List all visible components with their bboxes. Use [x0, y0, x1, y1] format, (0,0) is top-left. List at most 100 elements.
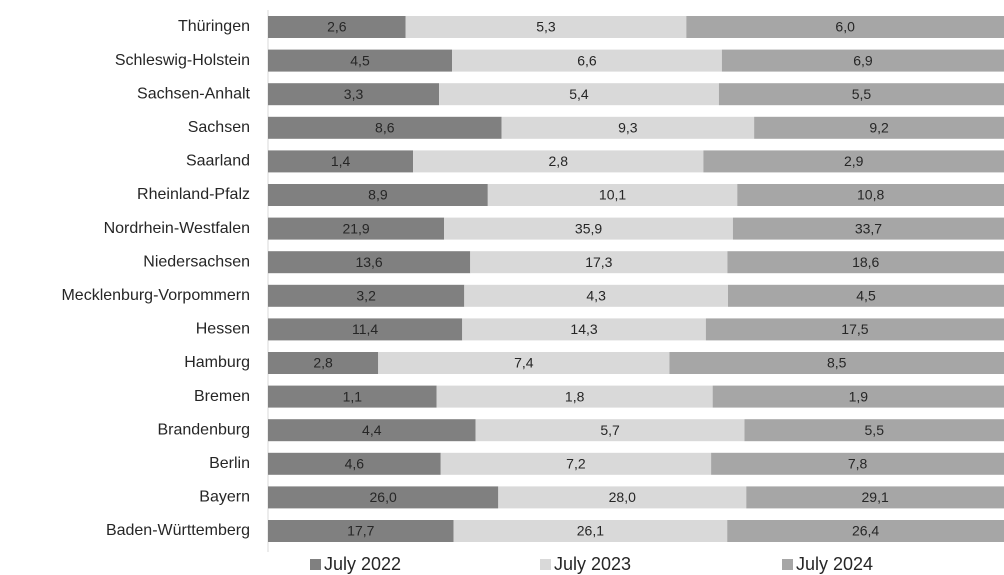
- bar-segment: [501, 116, 755, 139]
- category-label: Sachsen: [188, 119, 250, 136]
- bar-segment: [754, 116, 1004, 139]
- category-label: Rheinland-Pfalz: [137, 186, 250, 203]
- data-label: 4,6: [345, 456, 365, 472]
- data-label: 8,9: [368, 187, 388, 203]
- bar-segment: [413, 150, 704, 173]
- bar-segment: [268, 184, 488, 206]
- bar-segment: [268, 318, 463, 341]
- data-label: 4,5: [856, 288, 876, 304]
- bar-segment: [746, 486, 1004, 509]
- bar-segment: [464, 284, 728, 307]
- bar-segment: [487, 184, 738, 206]
- data-label: 17,5: [841, 321, 868, 337]
- bar-segment: [475, 419, 745, 442]
- bar-segment: [737, 184, 1004, 206]
- data-label: 2,9: [844, 153, 864, 169]
- data-label: 2,8: [549, 153, 569, 169]
- bar-segment: [268, 83, 440, 106]
- bar-segment: [268, 217, 445, 240]
- data-label: 7,4: [514, 355, 534, 371]
- data-label: 3,3: [344, 86, 364, 102]
- bar-segment: [268, 385, 437, 408]
- category-label: Baden-Württemberg: [106, 522, 250, 539]
- bar-segment: [268, 49, 452, 72]
- data-label: 28,0: [609, 489, 636, 505]
- category-label: Schleswig-Holstein: [115, 52, 250, 69]
- data-label: 1,1: [343, 388, 363, 404]
- category-label: Saarland: [186, 153, 250, 170]
- data-label: 6,0: [835, 19, 855, 35]
- data-label: 6,9: [853, 52, 873, 68]
- bar-segment: [268, 16, 406, 38]
- category-label: Mecklenburg-Vorpommern: [61, 287, 250, 304]
- data-label: 4,4: [362, 422, 382, 438]
- data-label: 4,3: [586, 288, 606, 304]
- bar-segment: [718, 83, 1004, 106]
- data-label: 21,9: [342, 220, 369, 236]
- bar-segment: [727, 520, 1004, 542]
- bar-segment: [405, 16, 687, 38]
- data-label: 18,6: [852, 254, 879, 270]
- data-label: 29,1: [862, 489, 889, 505]
- data-label: 17,3: [585, 254, 612, 270]
- bar-segment: [444, 217, 733, 240]
- data-label: 9,2: [869, 120, 889, 136]
- category-label: Sachsen-Anhalt: [137, 85, 251, 102]
- data-label: 8,6: [375, 120, 395, 136]
- data-label: 35,9: [575, 220, 602, 236]
- bar-segment: [378, 352, 670, 374]
- bar-segment: [436, 385, 713, 408]
- data-label: 10,8: [857, 187, 884, 203]
- data-label: 4,5: [350, 52, 370, 68]
- bar-segment: [712, 385, 1004, 408]
- bar-segment: [703, 150, 1004, 173]
- bar-segment: [728, 284, 1004, 307]
- data-label: 33,7: [855, 220, 882, 236]
- data-label: 3,2: [356, 288, 376, 304]
- data-label: 26,4: [852, 523, 879, 539]
- data-label: 26,1: [577, 523, 604, 539]
- data-label: 1,8: [565, 388, 585, 404]
- legend-label: July 2023: [554, 554, 631, 574]
- legend-label: July 2024: [796, 554, 873, 574]
- bar-segment: [727, 251, 1004, 274]
- bar-segment: [268, 352, 379, 374]
- data-label: 5,5: [852, 86, 872, 102]
- bar-segment: [744, 419, 1004, 442]
- bar-segment: [669, 352, 1004, 374]
- bar-segment: [711, 452, 1004, 475]
- data-label: 5,5: [865, 422, 885, 438]
- bar-segment: [705, 318, 1004, 341]
- bar-segment: [440, 452, 712, 475]
- bar-segment: [686, 16, 1004, 38]
- data-label: 7,2: [566, 456, 586, 472]
- bar-segment: [268, 150, 414, 173]
- category-label: Berlin: [209, 455, 250, 472]
- data-label: 14,3: [570, 321, 597, 337]
- data-label: 5,7: [600, 422, 620, 438]
- bar-segment: [268, 419, 476, 442]
- bar-segment: [268, 116, 502, 139]
- bar-segment: [452, 49, 722, 72]
- bar-segment: [721, 49, 1004, 72]
- data-label: 17,7: [347, 523, 374, 539]
- data-label: 10,1: [599, 187, 626, 203]
- data-label: 11,4: [352, 321, 378, 337]
- legend-swatch: [310, 559, 321, 570]
- data-label: 1,4: [331, 153, 351, 169]
- category-label: Brandenburg: [157, 421, 250, 438]
- category-label: Bayern: [199, 489, 250, 506]
- data-label: 5,3: [536, 19, 556, 35]
- data-label: 5,4: [569, 86, 589, 102]
- bar-segment: [268, 486, 499, 509]
- legend-label: July 2022: [324, 554, 401, 574]
- category-label: Niedersachsen: [143, 253, 250, 270]
- data-label: 6,6: [577, 52, 597, 68]
- category-label: Nordrhein-Westfalen: [104, 220, 250, 237]
- bar-segment: [453, 520, 728, 542]
- bar-segment: [268, 452, 441, 475]
- bar-segment: [439, 83, 719, 106]
- category-label: Hessen: [196, 321, 250, 338]
- bar-segment: [462, 318, 706, 341]
